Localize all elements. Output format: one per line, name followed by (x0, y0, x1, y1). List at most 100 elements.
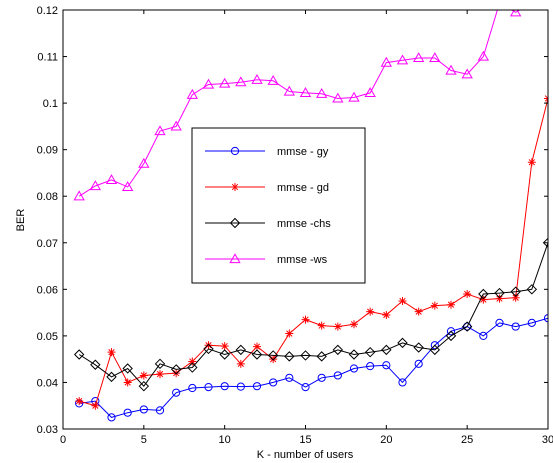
series-mmse-chs (73, 237, 548, 392)
data-point-mmse-chs (300, 350, 311, 361)
data-point-mmse-gy (495, 318, 504, 327)
data-point-mmse-gy (479, 331, 488, 340)
data-point-mmse-chs (445, 330, 457, 342)
data-point-mmse-chs (348, 349, 360, 360)
data-point-mmse-chs (494, 287, 505, 299)
data-point-mmse-gd (220, 342, 229, 351)
data-point-mmse-gy (155, 406, 165, 415)
data-point-mmse-ws (219, 77, 231, 88)
data-point-mmse-ws (495, 0, 505, 7)
y-tick-label: 0.08 (37, 191, 58, 203)
data-point-mmse-chs (73, 349, 85, 360)
data-point-mmse-chs (138, 380, 150, 392)
data-point-mmse-gy (269, 378, 278, 387)
data-point-mmse-chs (542, 237, 548, 248)
y-axis: 0.03 0.04 0.05 0.06 0.07 0.08 0.09 0.1 0.11 0.12 (37, 5, 548, 436)
data-point-mmse-gd (430, 301, 439, 310)
data-point-mmse-ws (299, 87, 312, 97)
data-point-mmse-gy (398, 378, 407, 387)
data-point-mmse-chs (187, 362, 198, 373)
data-point-mmse-ws (364, 87, 376, 97)
data-point-mmse-gd (463, 289, 472, 298)
data-point-mmse-ws (429, 52, 441, 63)
data-point-mmse-ws (170, 120, 182, 131)
data-point-mmse-gd (447, 300, 455, 309)
legend: mmse - gy mmse - gd mmse -chs mmse -ws (191, 127, 366, 284)
data-point-mmse-gy (430, 341, 439, 350)
data-point-mmse-ws (348, 91, 360, 102)
y-tick-label: 0.03 (37, 424, 58, 436)
data-point-mmse-chs (526, 284, 538, 295)
data-point-mmse-chs (267, 350, 279, 361)
legend-marker-icon (230, 146, 240, 156)
data-point-mmse-gy (333, 371, 342, 380)
data-point-mmse-gd (285, 329, 294, 338)
x-axis-label: K - number of users (257, 449, 354, 461)
data-point-mmse-ws (235, 76, 247, 87)
data-point-mmse-gd (350, 320, 358, 329)
y-tick-label: 0.11 (37, 52, 58, 64)
data-point-mmse-ws (267, 74, 279, 85)
data-point-mmse-ws (138, 157, 150, 168)
data-point-mmse-ws (283, 85, 295, 96)
x-tick-label: 25 (461, 434, 473, 446)
data-point-mmse-gy (382, 361, 391, 370)
data-point-mmse-chs (170, 364, 182, 375)
data-point-mmse-ws (527, 0, 537, 7)
data-point-mmse-chs (332, 344, 344, 356)
data-point-mmse-gd (123, 378, 132, 387)
y-tick-label: 0.04 (37, 377, 58, 389)
x-tick-label: 20 (380, 434, 392, 446)
data-point-mmse-ws (332, 92, 344, 103)
y-tick-label: 0.09 (37, 145, 58, 157)
series-line-mmse-chs (78, 242, 548, 387)
data-point-mmse-ws (122, 181, 134, 192)
data-point-mmse-chs (122, 363, 133, 374)
legend-label: mmse - gy (277, 146, 329, 158)
y-tick-label: 0.06 (37, 284, 58, 296)
legend-marker-icon (229, 217, 241, 229)
data-point-mmse-gy (527, 318, 536, 327)
series-layer (73, 0, 548, 422)
legend-marker-icon (229, 253, 241, 264)
y-tick-label: 0.1 (43, 98, 58, 110)
x-tick-label: 5 (141, 434, 147, 446)
legend-entry-mmse-gd: mmse - gd (205, 182, 329, 194)
data-point-mmse-gd (495, 294, 504, 303)
legend-label: mmse -ws (277, 254, 328, 266)
data-point-mmse-gd (414, 307, 423, 316)
data-point-mmse-gd (479, 295, 488, 304)
legend-label: mmse - gd (277, 182, 329, 194)
data-point-mmse-chs (413, 342, 424, 353)
legend-box (191, 127, 366, 284)
data-point-mmse-chs (106, 371, 117, 383)
data-point-mmse-gd (253, 342, 261, 351)
data-point-mmse-gy (414, 359, 423, 368)
data-point-mmse-gd (172, 369, 181, 378)
data-point-mmse-ws (477, 50, 489, 61)
x-tick-label: 30 (542, 434, 553, 446)
legend-entry-mmse-gy: mmse - gy (205, 146, 329, 158)
data-point-mmse-gy (188, 383, 197, 393)
data-point-mmse-ws (105, 174, 118, 185)
data-point-mmse-gy (123, 408, 132, 417)
data-point-mmse-chs (510, 286, 521, 297)
data-point-mmse-chs (316, 351, 327, 362)
data-point-mmse-gd (382, 310, 391, 319)
data-point-mmse-ws (380, 56, 392, 67)
x-tick-label: 0 (60, 434, 66, 446)
data-point-mmse-ws (73, 190, 85, 201)
series-mmse-ws (73, 0, 537, 201)
data-point-mmse-chs (203, 343, 214, 355)
data-point-mmse-gd (91, 401, 100, 410)
data-point-mmse-ws (461, 68, 473, 79)
data-point-mmse-ws (413, 52, 425, 63)
data-point-mmse-chs (364, 346, 376, 358)
data-point-mmse-chs (219, 349, 230, 360)
data-point-mmse-gd (527, 158, 536, 167)
data-point-mmse-chs (429, 344, 441, 356)
data-point-mmse-gy (463, 322, 472, 331)
data-point-mmse-chs (381, 344, 392, 356)
data-point-mmse-gy (220, 382, 229, 391)
